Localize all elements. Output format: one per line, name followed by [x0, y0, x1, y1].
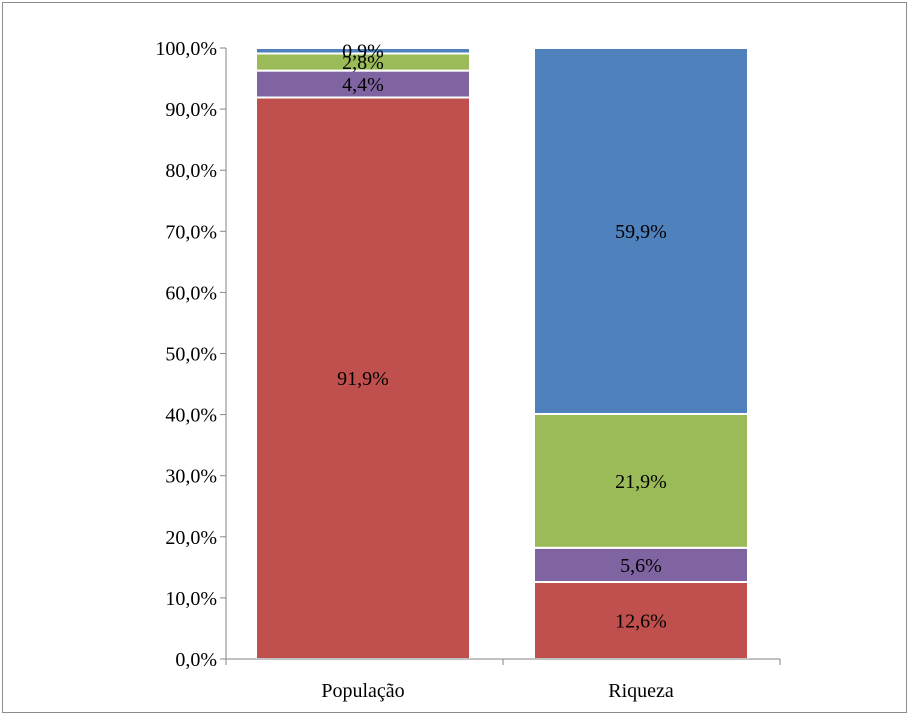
y-tick-label: 0,0% [175, 649, 217, 671]
y-tick-label: 100,0% [155, 38, 217, 60]
bar-segment [255, 47, 471, 55]
y-tick-label: 10,0% [165, 588, 217, 610]
data-label: 2,8% [342, 52, 384, 74]
x-category-label: Riqueza [608, 680, 674, 702]
data-label: 0,9% [342, 41, 384, 63]
data-label: 5,6% [620, 555, 662, 577]
data-label: 4,4% [342, 74, 384, 96]
y-tick-label: 40,0% [165, 405, 217, 427]
data-label: 12,6% [615, 611, 667, 633]
y-tick-label: 80,0% [165, 160, 217, 182]
y-tick-label: 70,0% [165, 221, 217, 243]
data-label: 59,9% [615, 221, 667, 243]
bar-segment [533, 546, 749, 584]
bar-segment [533, 47, 749, 415]
bar-segment [533, 412, 749, 549]
data-label: 91,9% [337, 368, 389, 390]
y-tick-label: 60,0% [165, 282, 217, 304]
y-tick-label: 30,0% [165, 466, 217, 488]
y-tick-label: 50,0% [165, 344, 217, 366]
y-tick-label: 90,0% [165, 99, 217, 121]
x-category-label: População [321, 680, 404, 702]
y-tick-label: 20,0% [165, 527, 217, 549]
bar-segment [255, 96, 471, 660]
data-label: 21,9% [615, 471, 667, 493]
